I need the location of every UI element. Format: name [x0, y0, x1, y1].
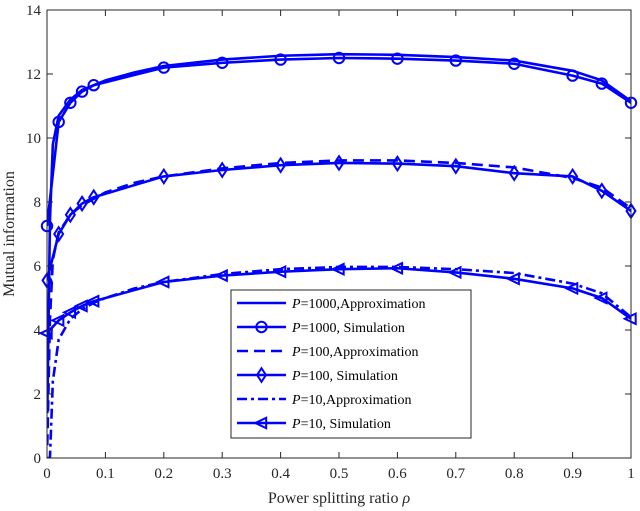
data-point: [391, 155, 404, 173]
x-tick-label: 0.3: [213, 466, 232, 482]
y-tick-label: 14: [26, 3, 42, 19]
data-point: [213, 268, 228, 283]
legend-box: [230, 289, 472, 439]
data-point: [447, 265, 462, 280]
data-point: [50, 313, 65, 328]
data-point: [87, 79, 100, 92]
x-tick-label: 1: [627, 466, 635, 482]
x-axis-title: Power splitting ratio ρ: [268, 490, 411, 507]
data-point: [53, 225, 65, 243]
plot-area: [38, 51, 638, 458]
y-tick-label: 0: [34, 451, 42, 467]
data-point: [216, 56, 229, 69]
data-point: [596, 182, 608, 200]
data-point: [155, 275, 170, 289]
data-point: [64, 96, 77, 110]
legend-marker: [252, 416, 268, 430]
data-point: [64, 206, 76, 224]
y-axis-title: Mutual information: [1, 171, 18, 297]
data-point: [566, 69, 579, 82]
x-tick-label: 0: [43, 466, 51, 482]
legend-entry: P=100,Approximation: [291, 345, 419, 360]
data-point: [76, 195, 88, 213]
y-tick-label: 2: [34, 387, 42, 403]
data-point: [73, 299, 88, 313]
series-line-0: [47, 52, 631, 414]
x-tick-label: 0.5: [330, 466, 349, 482]
legend-entry: P=100, Simulation: [291, 369, 398, 384]
x-tick-label: 0.2: [154, 466, 173, 482]
data-point: [75, 85, 89, 98]
legend-entry: P=1000, Simulation: [291, 321, 405, 336]
x-axis: 0 0.1 0.2 0.3 0.4 0.5 0.6 0.7 0.8 0.9 1: [43, 10, 635, 482]
data-point: [564, 281, 579, 296]
data-point: [216, 161, 228, 179]
data-point: [332, 51, 346, 65]
data-point: [38, 326, 53, 340]
x-tick-label: 0.6: [388, 466, 407, 482]
legend-marker: [255, 366, 268, 384]
data-point: [505, 272, 520, 286]
data-point: [157, 61, 171, 74]
x-tick-label: 0.8: [505, 466, 524, 482]
series-markers: [38, 51, 638, 340]
data-point: [88, 188, 100, 206]
y-tick-label: 4: [34, 323, 42, 339]
data-point: [274, 156, 287, 174]
data-point: [508, 164, 520, 182]
legend-entry: P=10,Approximation: [291, 393, 412, 408]
y-tick-label: 6: [34, 259, 42, 275]
y-tick-label: 12: [26, 67, 41, 83]
legend-marker: [255, 320, 268, 334]
x-axis-title-symbol: ρ: [401, 490, 410, 507]
y-tick-label: 8: [34, 195, 42, 211]
legend: P=1000,Approximation P=1000, Simulation P=…: [230, 289, 472, 439]
legend-entry: P=10, Simulation: [291, 417, 391, 432]
x-tick-label: 0.9: [563, 466, 582, 482]
x-tick-label: 0.7: [446, 466, 465, 482]
x-tick-label: 0.1: [96, 466, 115, 482]
data-point: [508, 57, 521, 70]
series-line-1: [47, 56, 631, 227]
series-line-3: [47, 161, 631, 281]
legend-entry: P=1000,Approximation: [291, 297, 426, 312]
data-point: [85, 294, 100, 308]
x-tick-label: 0.4: [271, 466, 290, 482]
data-point: [52, 115, 65, 129]
data-point: [158, 167, 170, 185]
data-point: [449, 54, 462, 67]
data-point: [274, 53, 287, 66]
axes-box: [46, 9, 632, 459]
data-point: [272, 264, 287, 279]
data-point: [333, 154, 345, 172]
x-axis-title-text: Power splitting ratio: [268, 490, 399, 507]
data-point: [622, 312, 637, 326]
data-point: [566, 167, 579, 185]
data-point: [595, 77, 608, 90]
data-point: [593, 291, 608, 305]
data-point: [450, 157, 462, 175]
data-point: [61, 305, 77, 320]
y-tick-label: 10: [26, 131, 41, 147]
data-point: [388, 261, 404, 276]
data-point: [330, 262, 345, 276]
data-point: [391, 52, 404, 65]
